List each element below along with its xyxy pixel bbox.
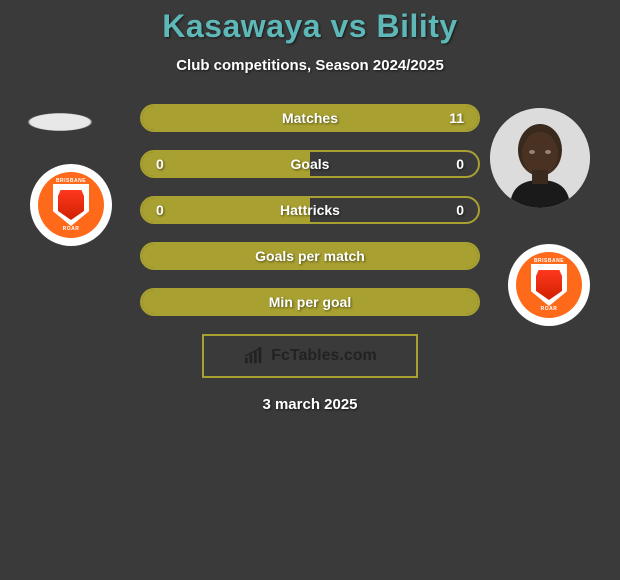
watermark: FcTables.com (202, 334, 418, 378)
stat-row-goals-per-match: Goals per match (140, 242, 480, 270)
stat-label: Matches (282, 110, 338, 126)
club-badge-left: BRISBANE ROAR (30, 164, 112, 246)
stat-row-min-per-goal: Min per goal (140, 288, 480, 316)
comparison-card: Kasawaya vs Bility Club competitions, Se… (0, 0, 620, 413)
page-title: Kasawaya vs Bility (0, 8, 620, 45)
stat-right-value: 11 (444, 110, 464, 126)
bars-icon (243, 347, 265, 365)
stat-left-value: 0 (156, 156, 176, 172)
club-badge-right: BRISBANE ROAR (508, 244, 590, 326)
player-right-photo (490, 108, 590, 208)
stats-area: BRISBANE ROAR BRISBANE ROAR Matches 11 0… (0, 104, 620, 413)
stat-label: Goals per match (255, 248, 365, 264)
stat-label: Min per goal (269, 294, 351, 310)
date-label: 3 march 2025 (0, 396, 620, 413)
stat-right-value: 0 (444, 202, 464, 218)
page-subtitle: Club competitions, Season 2024/2025 (0, 57, 620, 74)
stat-right-value: 0 (444, 156, 464, 172)
stat-left-value: 0 (156, 202, 176, 218)
watermark-text: FcTables.com (271, 347, 377, 365)
stat-label: Goals (291, 156, 330, 172)
stat-row-goals: 0 Goals 0 (140, 150, 480, 178)
stat-label: Hattricks (280, 202, 340, 218)
stat-row-matches: Matches 11 (140, 104, 480, 132)
stat-row-hattricks: 0 Hattricks 0 (140, 196, 480, 224)
